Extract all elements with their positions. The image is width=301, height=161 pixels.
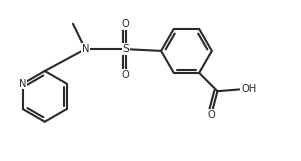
Text: N: N [19,79,26,89]
Text: O: O [122,19,130,29]
Text: O: O [122,70,130,80]
Text: OH: OH [241,84,256,95]
Text: N: N [82,44,89,54]
Text: S: S [123,44,129,54]
Text: O: O [207,110,215,120]
